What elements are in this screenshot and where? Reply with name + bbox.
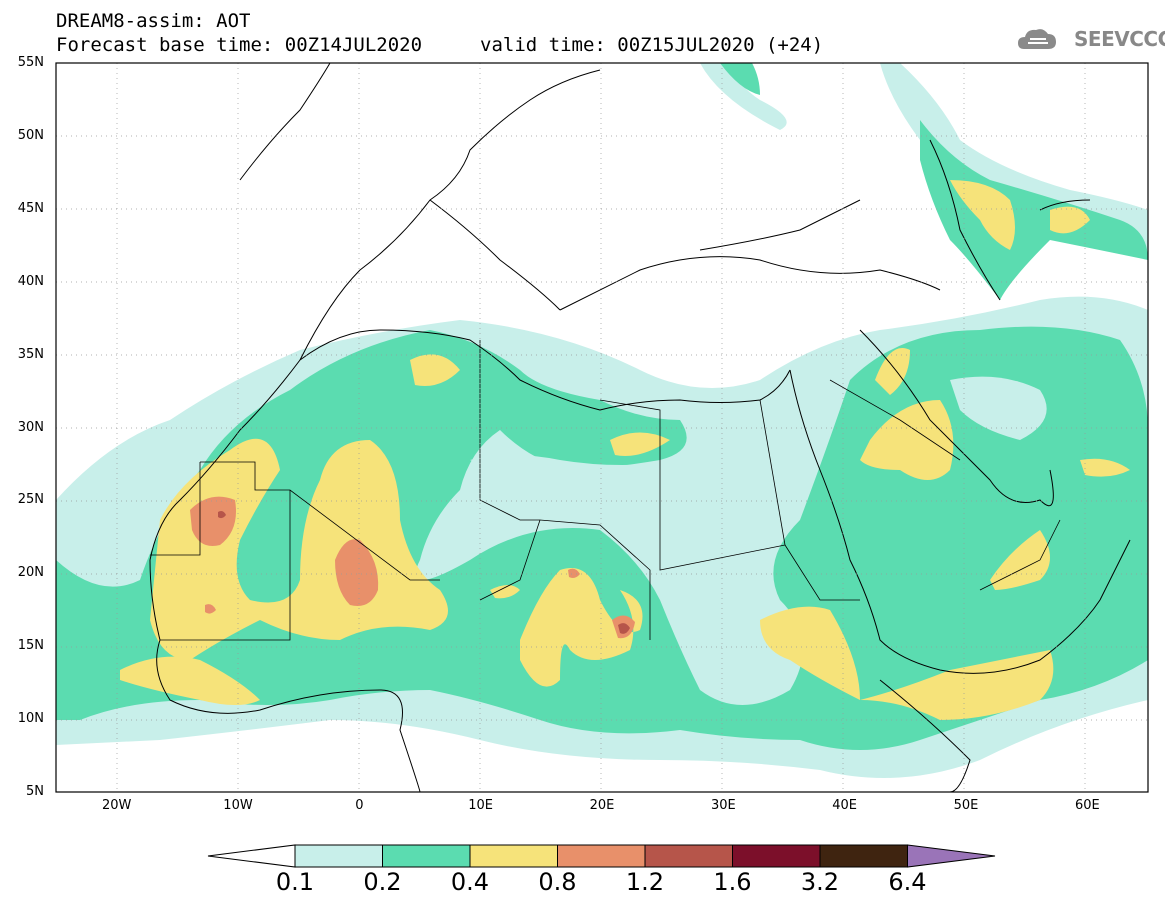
lon-label: 60E <box>1074 798 1100 813</box>
lat-label: 55N <box>17 55 44 70</box>
lat-label: 30N <box>17 419 44 435</box>
lat-label: 25N <box>17 492 44 508</box>
lon-label: 0 <box>355 798 364 813</box>
lon-label: 30E <box>710 798 736 813</box>
colorbar-swatch <box>557 844 646 868</box>
colorbar-swatch <box>469 844 558 868</box>
colorbar-swatch <box>732 844 821 868</box>
colorbar-label: 1.2 <box>625 868 665 896</box>
cloud-icon <box>1018 29 1056 49</box>
lat-label: 50N <box>17 127 44 143</box>
lat-label: 10N <box>17 711 44 727</box>
lat-label: 40N <box>17 273 44 289</box>
colorbar-swatch <box>294 844 383 868</box>
colorbar-label: 0.8 <box>538 868 577 896</box>
lat-label: 45N <box>17 200 44 216</box>
colorbar-label: 0.4 <box>450 868 490 896</box>
colorbar-label: 0.1 <box>275 868 315 896</box>
colorbar-label: 6.4 <box>888 868 927 896</box>
lon-label: 10E <box>468 798 494 813</box>
aot-field <box>56 63 1148 778</box>
lat-label: 5N <box>26 784 44 799</box>
forecast-base-time: Forecast base time: 00Z14JUL2020 <box>56 34 423 56</box>
map-title: DREAM8-assim: AOT <box>56 10 251 32</box>
coastlines <box>149 63 1131 792</box>
lat-label: 20N <box>17 565 44 581</box>
lat-label: 15N <box>17 638 44 654</box>
lon-label: 40E <box>832 798 858 813</box>
colorbar-label: 0.2 <box>363 868 402 896</box>
colorbar-label: 3.2 <box>800 868 840 896</box>
colorbar-swatch <box>644 844 733 868</box>
lat-label: 35N <box>17 346 44 362</box>
valid-time: valid time: 00Z15JUL2020 (+24) <box>480 34 824 56</box>
colorbar-below-arrow <box>207 844 296 868</box>
colorbar-label: 1.6 <box>713 868 752 896</box>
colorbar-swatch <box>382 844 471 868</box>
logo-text: SEEVCCC <box>1074 27 1165 51</box>
lon-label: 20E <box>589 798 615 813</box>
colorbar-above-arrow <box>907 844 996 868</box>
lon-label: 20W <box>101 798 132 813</box>
lon-label: 50E <box>953 798 979 813</box>
map-frame <box>55 62 1149 793</box>
colorbar-swatch <box>819 844 908 868</box>
borders <box>150 340 1061 641</box>
lon-label: 10W <box>223 798 253 813</box>
colorbar <box>207 844 996 868</box>
gridlines <box>56 63 1148 792</box>
